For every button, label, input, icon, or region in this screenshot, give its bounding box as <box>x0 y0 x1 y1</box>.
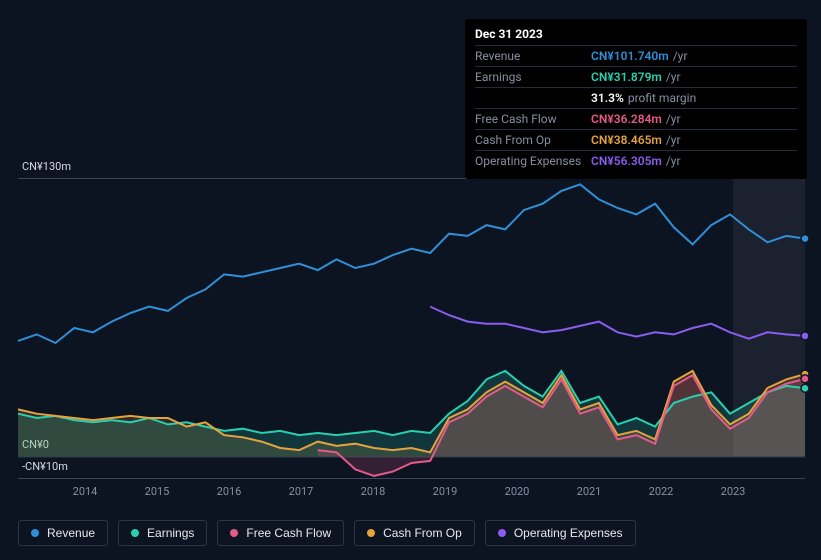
tooltip-row-margin: 31.3% profit margin <box>475 87 797 108</box>
series-endpoint-earnings <box>801 384 809 392</box>
x-axis-label: 2022 <box>649 485 674 498</box>
series-endpoint-fcf <box>801 375 809 383</box>
tooltip-row-revenue: RevenueCN¥101.740m/yr <box>475 45 797 66</box>
tooltip-row-value: CN¥36.284m <box>591 112 662 126</box>
legend-label: Revenue <box>47 526 95 540</box>
legend-dot-icon <box>131 529 139 537</box>
legend-label: Earnings <box>147 526 194 540</box>
tooltip-row-unit: /yr <box>666 133 681 147</box>
tooltip-panel: Dec 31 2023 RevenueCN¥101.740m/yrEarning… <box>465 19 807 179</box>
tooltip-row-unit: /yr <box>666 112 681 126</box>
plot-area <box>18 178 805 478</box>
x-axis-label: 2023 <box>721 485 746 498</box>
y-axis-label: CN¥130m <box>22 160 71 173</box>
tooltip-row-label <box>475 91 591 105</box>
tooltip-row-unit: /yr <box>673 49 688 63</box>
tooltip-row-label: Cash From Op <box>475 133 591 147</box>
legend-earnings-button[interactable]: Earnings <box>118 520 207 546</box>
tooltip-row-label: Earnings <box>475 70 591 84</box>
tooltip-row-label: Free Cash Flow <box>475 112 591 126</box>
financials-chart: CN¥130m CN¥0 -CN¥10m 2014201520162017201… <box>0 0 821 560</box>
x-axis-label: 2017 <box>289 485 314 498</box>
x-axis-label: 2019 <box>433 485 458 498</box>
tooltip-row-value: CN¥101.740m <box>591 49 669 63</box>
series-endpoint-opex <box>801 332 809 340</box>
legend-dot-icon <box>31 529 39 537</box>
tooltip-row-earnings: EarningsCN¥31.879m/yr <box>475 66 797 87</box>
tooltip-row-label: Revenue <box>475 49 591 63</box>
legend-opex-button[interactable]: Operating Expenses <box>485 520 636 546</box>
x-axis-label: 2020 <box>505 485 530 498</box>
legend-revenue-button[interactable]: Revenue <box>18 520 108 546</box>
legend-fcf-button[interactable]: Free Cash Flow <box>217 520 344 546</box>
tooltip-row-cfo: Cash From OpCN¥38.465m/yr <box>475 129 797 150</box>
tooltip-row-label: Operating Expenses <box>475 154 591 168</box>
legend-dot-icon <box>230 529 238 537</box>
x-axis-label: 2016 <box>217 485 242 498</box>
series-line-revenue <box>18 184 805 343</box>
x-axis-label: 2014 <box>73 485 98 498</box>
tooltip-row-subtext: profit margin <box>628 91 696 105</box>
legend-dot-icon <box>367 529 375 537</box>
legend-cfo-button[interactable]: Cash From Op <box>354 520 475 546</box>
tooltip-row-value: CN¥31.879m <box>591 70 662 84</box>
legend-label: Free Cash Flow <box>246 526 331 540</box>
tooltip-row-value: 31.3% <box>591 91 624 105</box>
tooltip-row-opex: Operating ExpensesCN¥56.305m/yr <box>475 150 797 171</box>
legend-dot-icon <box>498 529 506 537</box>
x-axis-label: 2015 <box>145 485 170 498</box>
tooltip-date: Dec 31 2023 <box>475 27 797 45</box>
series-endpoint-revenue <box>801 235 809 243</box>
x-axis-label: 2018 <box>361 485 386 498</box>
gridline <box>18 478 805 479</box>
x-axis-label: 2021 <box>577 485 602 498</box>
tooltip-row-value: CN¥56.305m <box>591 154 662 168</box>
tooltip-row-unit: /yr <box>666 154 681 168</box>
legend-label: Cash From Op <box>383 526 462 540</box>
tooltip-row-value: CN¥38.465m <box>591 133 662 147</box>
series-line-opex <box>430 307 805 339</box>
legend-label: Operating Expenses <box>514 526 623 540</box>
tooltip-row-unit: /yr <box>666 70 681 84</box>
legend: Revenue Earnings Free Cash Flow Cash From O… <box>18 520 636 546</box>
tooltip-row-fcf: Free Cash FlowCN¥36.284m/yr <box>475 108 797 129</box>
